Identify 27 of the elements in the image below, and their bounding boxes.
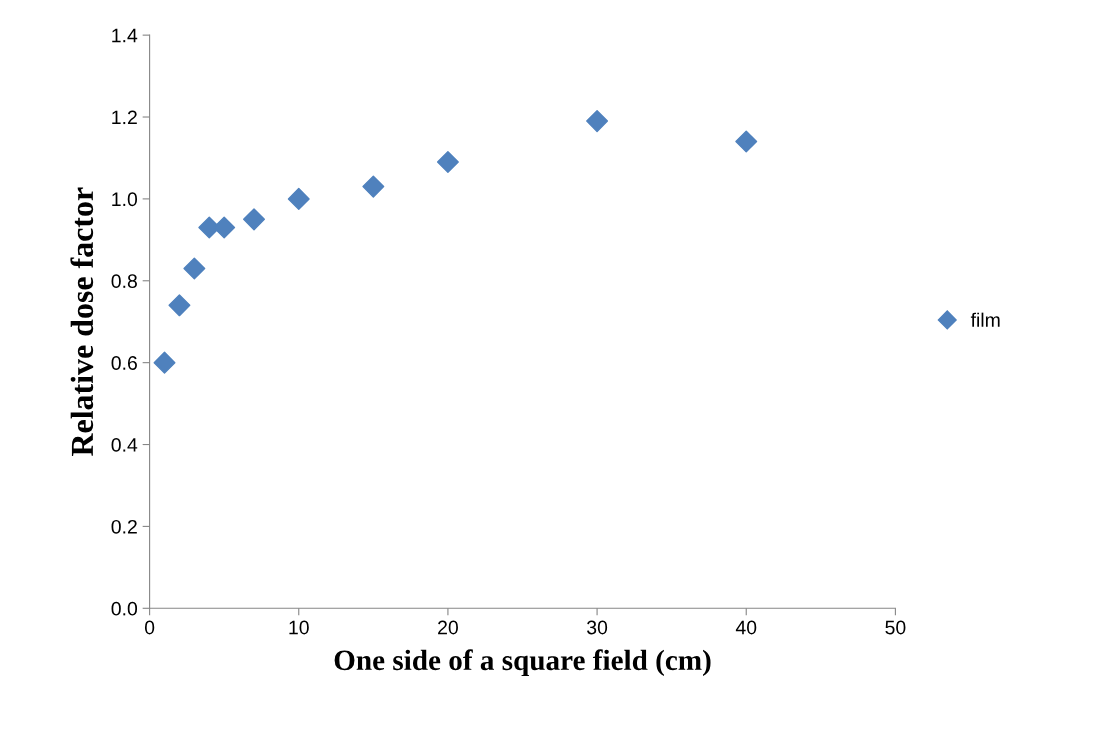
y-tick-label: 0.2 [111,519,137,534]
y-tick-label: 1.4 [112,28,138,43]
x-axis-title: One side of a square field (cm) [334,649,711,677]
point [436,151,459,174]
y-tick-label: 0.6 [111,356,137,370]
point [243,208,266,231]
point [287,187,310,210]
x-tick-label: 10 [289,620,309,635]
point [168,294,191,317]
y-tick-label: 1.2 [112,110,137,125]
point [183,257,206,280]
y-axis-title: Relative dose factor [70,187,94,456]
y-tick-label: 0.4 [111,438,138,452]
point [586,110,609,133]
point [213,216,236,239]
point [362,175,385,198]
x-tick-label: 40 [735,620,757,635]
x-tick-label: 30 [587,620,608,635]
x-tick-label: 20 [438,620,458,635]
y-tick-label: 0.0 [111,601,138,616]
legend-label: film [970,312,1000,327]
x-tick-label: 50 [885,620,906,635]
x-tick-label: 0 [144,620,155,635]
point [735,130,758,153]
y-tick-label: 1.0 [112,192,138,207]
y-tick-label: 0.8 [111,274,137,289]
point [153,351,176,374]
